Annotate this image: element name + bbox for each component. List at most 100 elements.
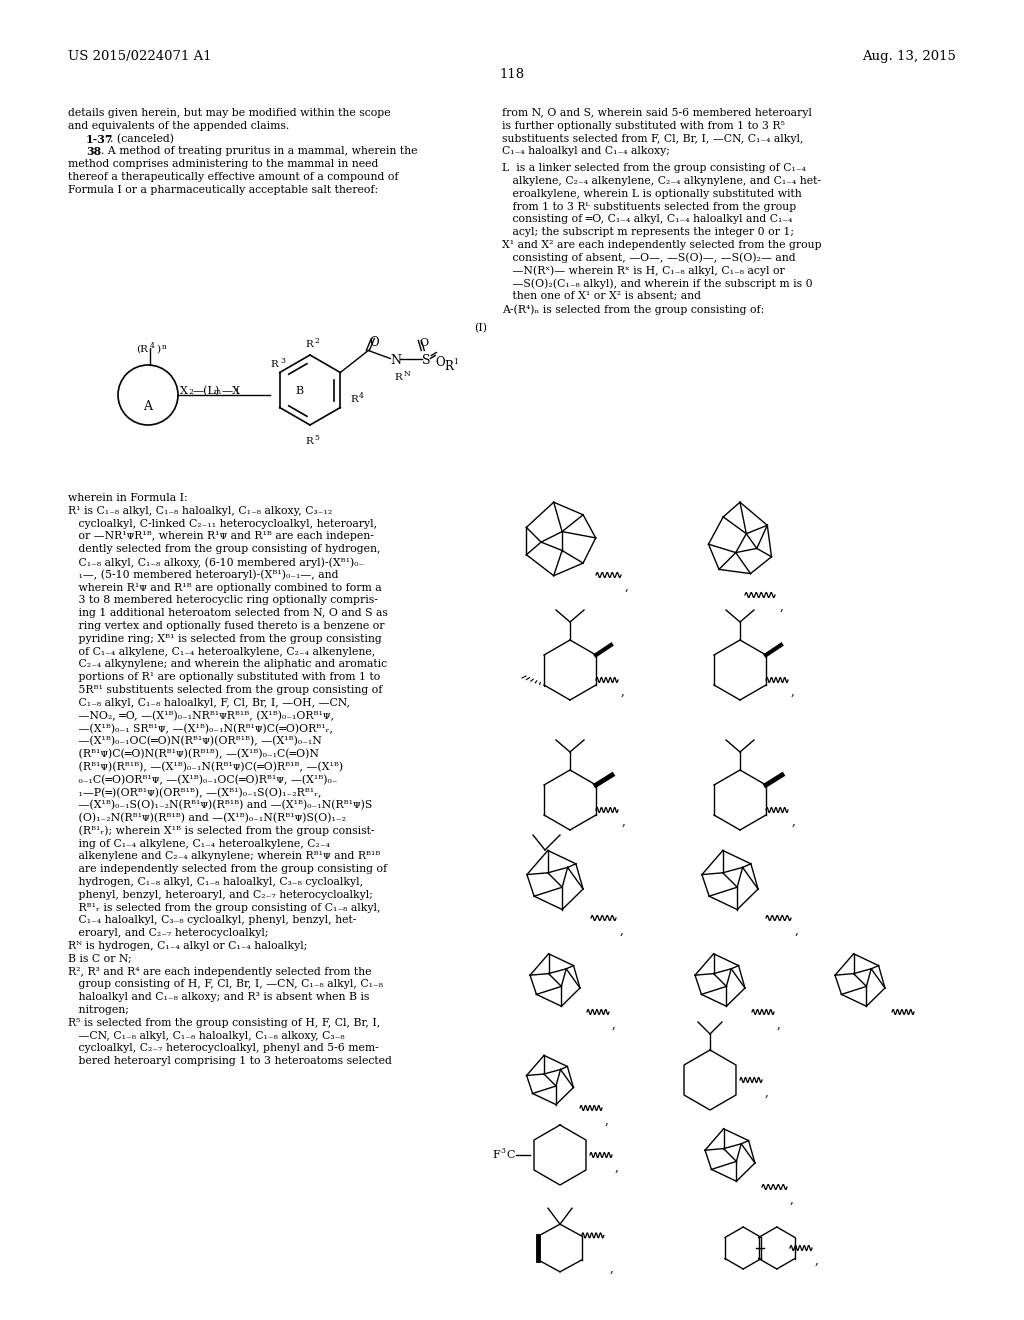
Text: R: R (394, 372, 402, 381)
Text: . A method of treating pruritus in a mammal, wherein the: . A method of treating pruritus in a mam… (101, 147, 418, 156)
Text: ₀₋₁C(═O)ORᴮ¹ᴪ, —(X¹ᴮ)₀₋₁OC(═O)Rᴮ¹ᴪ, —(X¹ᴮ)₀₋: ₀₋₁C(═O)ORᴮ¹ᴪ, —(X¹ᴮ)₀₋₁OC(═O)Rᴮ¹ᴪ, —(X¹… (68, 775, 338, 785)
Text: S: S (422, 354, 431, 367)
Text: ring vertex and optionally fused thereto is a benzene or: ring vertex and optionally fused thereto… (68, 620, 384, 631)
Text: R: R (305, 437, 312, 446)
Text: cycloalkyl, C₂₋₇ heterocycloalkyl, phenyl and 5-6 mem-: cycloalkyl, C₂₋₇ heterocycloalkyl, pheny… (68, 1043, 379, 1053)
Text: substituents selected from F, Cl, Br, I, —CN, C₁₋₄ alkyl,: substituents selected from F, Cl, Br, I,… (502, 133, 804, 144)
Text: eroaryl, and C₂₋₇ heterocycloalkyl;: eroaryl, and C₂₋₇ heterocycloalkyl; (68, 928, 268, 939)
Text: ,: , (765, 1086, 769, 1100)
Text: C₂₋₄ alkynylene; and wherein the aliphatic and aromatic: C₂₋₄ alkynylene; and wherein the aliphat… (68, 660, 387, 669)
Text: ,: , (620, 924, 624, 937)
Text: N: N (390, 354, 401, 367)
Text: ,: , (791, 685, 795, 698)
Text: ,: , (612, 1018, 615, 1031)
Text: —S(O)₂(C₁₋₈ alkyl), and wherein if the subscript m is 0: —S(O)₂(C₁₋₈ alkyl), and wherein if the s… (502, 279, 813, 289)
Text: ₁—P(═)(ORᴮ¹ᴪ)(ORᴮ¹ᴮ), —(Xᴮ¹)₀₋₁S(O)₁₋₂Rᴮ¹ᵣ,: ₁—P(═)(ORᴮ¹ᴪ)(ORᴮ¹ᴮ), —(Xᴮ¹)₀₋₁S(O)₁₋₂Rᴮ… (68, 788, 322, 797)
Text: ₁—, (5-10 membered heteroaryl)-(Xᴮ¹)₀₋₁—, and: ₁—, (5-10 membered heteroaryl)-(Xᴮ¹)₀₋₁—… (68, 570, 339, 581)
Text: —(X¹ᴮ)₀₋₁OC(═O)N(Rᴮ¹ᴪ)(ORᴮ¹ᴮ), —(X¹ᴮ)₀₋₁N: —(X¹ᴮ)₀₋₁OC(═O)N(Rᴮ¹ᴪ)(ORᴮ¹ᴮ), —(X¹ᴮ)₀₋₁… (68, 737, 322, 747)
Text: ing 1 additional heteroatom selected from N, O and S as: ing 1 additional heteroatom selected fro… (68, 609, 388, 618)
Text: O: O (419, 338, 428, 348)
Text: C₁₋₄ haloalkyl, C₃₋₈ cycloalkyl, phenyl, benzyl, het-: C₁₋₄ haloalkyl, C₃₋₈ cycloalkyl, phenyl,… (68, 915, 356, 925)
Text: (Rᴮ¹ᵣ); wherein X¹ᴮ is selected from the group consist-: (Rᴮ¹ᵣ); wherein X¹ᴮ is selected from the… (68, 826, 375, 837)
Text: X¹ and X² are each independently selected from the group: X¹ and X² are each independently selecte… (502, 240, 821, 249)
Text: cycloalkyl, C-linked C₂₋₁₁ heterocycloalkyl, heteroaryl,: cycloalkyl, C-linked C₂₋₁₁ heterocycloal… (68, 519, 377, 528)
Text: wherein in Formula I:: wherein in Formula I: (68, 492, 187, 503)
Text: acyl; the subscript m represents the integer 0 or 1;: acyl; the subscript m represents the int… (502, 227, 794, 238)
Text: C₁₋₈ alkyl, C₁₋₈ alkoxy, (6-10 membered aryl)-(Xᴮ¹)₀₋: C₁₋₈ alkyl, C₁₋₈ alkoxy, (6-10 membered … (68, 557, 365, 568)
Text: m: m (214, 388, 221, 396)
Text: Aug. 13, 2015: Aug. 13, 2015 (862, 50, 956, 63)
Text: ,: , (792, 814, 796, 828)
Text: group consisting of H, F, Cl, Br, I, —CN, C₁₋₈ alkyl, C₁₋₈: group consisting of H, F, Cl, Br, I, —CN… (68, 979, 383, 990)
Text: dently selected from the group consisting of hydrogen,: dently selected from the group consistin… (68, 544, 381, 554)
Text: ,: , (815, 1254, 819, 1267)
Text: ing of C₁₋₄ alkylene, C₁₋₄ heteroalkylene, C₂₋₄: ing of C₁₋₄ alkylene, C₁₋₄ heteroalkylen… (68, 838, 330, 849)
Text: 2: 2 (188, 388, 193, 396)
Text: (I): (I) (474, 323, 487, 334)
Text: 3: 3 (280, 356, 285, 366)
Text: 2: 2 (314, 337, 318, 345)
Text: 5: 5 (314, 434, 318, 442)
Text: 5Rᴮ¹ substituents selected from the group consisting of: 5Rᴮ¹ substituents selected from the grou… (68, 685, 382, 696)
Text: C₁₋₈ alkyl, C₁₋₈ haloalkyl, F, Cl, Br, I, —OH, —CN,: C₁₋₈ alkyl, C₁₋₈ haloalkyl, F, Cl, Br, I… (68, 698, 350, 708)
Text: nitrogen;: nitrogen; (68, 1005, 129, 1015)
Text: X: X (180, 385, 187, 396)
Text: A: A (143, 400, 153, 413)
Text: 1: 1 (234, 388, 239, 396)
Text: C₁₋₄ haloalkyl and C₁₋₄ alkoxy;: C₁₋₄ haloalkyl and C₁₋₄ alkoxy; (502, 147, 670, 156)
Text: R: R (270, 360, 278, 370)
Text: (Rᴮ¹ᴪ)(Rᴮ¹ᴮ), —(X¹ᴮ)₀₋₁N(Rᴮ¹ᴪ)C(═O)Rᴮ¹ᴮ, —(X¹ᴮ): (Rᴮ¹ᴪ)(Rᴮ¹ᴮ), —(X¹ᴮ)₀₋₁N(Rᴮ¹ᴪ)C(═O)Rᴮ¹ᴮ,… (68, 762, 343, 772)
Text: ,: , (622, 814, 626, 828)
Text: Rᴺ is hydrogen, C₁₋₄ alkyl or C₁₋₄ haloalkyl;: Rᴺ is hydrogen, C₁₋₄ alkyl or C₁₋₄ haloa… (68, 941, 307, 950)
Text: pyridine ring; Xᴮ¹ is selected from the group consisting: pyridine ring; Xᴮ¹ is selected from the … (68, 634, 382, 644)
Text: is further optionally substituted with from 1 to 3 R⁵: is further optionally substituted with f… (502, 121, 784, 131)
Text: US 2015/0224071 A1: US 2015/0224071 A1 (68, 50, 212, 63)
Text: (R: (R (136, 345, 147, 354)
Text: wherein R¹ᴪ and R¹ᴮ are optionally combined to form a: wherein R¹ᴪ and R¹ᴮ are optionally combi… (68, 582, 382, 593)
Text: method comprises administering to the mammal in need: method comprises administering to the ma… (68, 160, 379, 169)
Text: ,: , (777, 1018, 781, 1031)
Text: (Rᴮ¹ᴪ)C(═O)N(Rᴮ¹ᴪ)(Rᴮ¹ᴮ), —(X¹ᴮ)₀₋₁C(═O)N: (Rᴮ¹ᴪ)C(═O)N(Rᴮ¹ᴪ)(Rᴮ¹ᴮ), —(X¹ᴮ)₀₋₁C(═O)… (68, 748, 318, 759)
Text: 1: 1 (454, 359, 458, 367)
Text: ): ) (156, 345, 160, 354)
Text: ,: , (795, 924, 799, 937)
Text: C: C (506, 1150, 514, 1160)
Text: —(X¹ᴮ)₀₋₁S(O)₁₋₂N(Rᴮ¹ᴪ)(Rᴮ¹ᴮ) and —(X¹ᴮ)₀₋₁N(Rᴮ¹ᴪ)S: —(X¹ᴮ)₀₋₁S(O)₁₋₂N(Rᴮ¹ᴪ)(Rᴮ¹ᴮ) and —(X¹ᴮ)… (68, 800, 373, 810)
Text: phenyl, benzyl, heteroaryl, and C₂₋₇ heterocycloalkyl;: phenyl, benzyl, heteroaryl, and C₂₋₇ het… (68, 890, 373, 900)
Text: consisting of absent, —O—, —S(O)—, —S(O)₂— and: consisting of absent, —O—, —S(O)—, —S(O)… (502, 253, 796, 264)
Text: Formula I or a pharmaceutically acceptable salt thereof:: Formula I or a pharmaceutically acceptab… (68, 185, 378, 195)
Text: 4: 4 (359, 392, 364, 400)
Text: N: N (403, 371, 410, 379)
Text: —NO₂, ═O, —(X¹ᴮ)₀₋₁NRᴮ¹ᴪRᴮ¹ᴮ, (X¹ᴮ)₀₋₁ORᴮ¹ᴪ,: —NO₂, ═O, —(X¹ᴮ)₀₋₁NRᴮ¹ᴪRᴮ¹ᴮ, (X¹ᴮ)₀₋₁OR… (68, 710, 334, 721)
Text: then one of X¹ or X² is absent; and: then one of X¹ or X² is absent; and (502, 292, 701, 301)
Text: and equivalents of the appended claims.: and equivalents of the appended claims. (68, 121, 289, 131)
Text: R⁵ is selected from the group consisting of H, F, Cl, Br, I,: R⁵ is selected from the group consisting… (68, 1018, 380, 1028)
Text: —N(Rˣ)— wherein Rˣ is H, C₁₋₈ alkyl, C₁₋₈ acyl or: —N(Rˣ)— wherein Rˣ is H, C₁₋₈ alkyl, C₁₋… (502, 265, 784, 276)
Text: 3 to 8 membered heterocyclic ring optionally compris-: 3 to 8 membered heterocyclic ring option… (68, 595, 378, 606)
Text: ,: , (605, 1114, 609, 1127)
Text: are independently selected from the group consisting of: are independently selected from the grou… (68, 865, 387, 874)
Text: 3: 3 (500, 1147, 505, 1155)
Text: 4: 4 (150, 342, 155, 350)
Text: O: O (435, 355, 445, 368)
Text: alkylene, C₂₋₄ alkenylene, C₂₋₄ alkynylene, and C₁₋₄ het-: alkylene, C₂₋₄ alkenylene, C₂₋₄ alkynyle… (502, 176, 821, 186)
Text: R: R (444, 360, 454, 374)
Text: 1-37: 1-37 (86, 133, 114, 145)
Text: consisting of ═O, C₁₋₄ alkyl, C₁₋₄ haloalkyl and C₁₋₄: consisting of ═O, C₁₋₄ alkyl, C₁₋₄ haloa… (502, 214, 793, 224)
Text: details given herein, but may be modified within the scope: details given herein, but may be modifie… (68, 108, 390, 117)
Text: ,: , (621, 685, 625, 698)
Text: R², R³ and R⁴ are each independently selected from the: R², R³ and R⁴ are each independently sel… (68, 966, 372, 977)
Text: alkenylene and C₂₋₄ alkynylene; wherein Rᴮ¹ᴪ and Rᴮ¹ᴮ: alkenylene and C₂₋₄ alkynylene; wherein … (68, 851, 380, 862)
Text: eroalkylene, wherein L is optionally substituted with: eroalkylene, wherein L is optionally sub… (502, 189, 802, 199)
Text: —X: —X (222, 385, 241, 396)
Text: bered heteroaryl comprising 1 to 3 heteroatoms selected: bered heteroaryl comprising 1 to 3 heter… (68, 1056, 392, 1067)
Text: ,: , (780, 601, 784, 612)
Text: (O)₁₋₂N(Rᴮ¹ᴪ)(Rᴮ¹ᴮ) and —(X¹ᴮ)₀₋₁N(Rᴮ¹ᴪ)S(O)₁₋₂: (O)₁₋₂N(Rᴮ¹ᴪ)(Rᴮ¹ᴮ) and —(X¹ᴮ)₀₋₁N(Rᴮ¹ᴪ)… (68, 813, 346, 824)
Text: from 1 to 3 Rᴸ substituents selected from the group: from 1 to 3 Rᴸ substituents selected fro… (502, 202, 797, 211)
Text: portions of R¹ are optionally substituted with from 1 to: portions of R¹ are optionally substitute… (68, 672, 380, 682)
Text: 38: 38 (86, 147, 101, 157)
Text: O: O (370, 335, 379, 348)
Text: R¹ is C₁₋₈ alkyl, C₁₋₈ haloalkyl, C₁₋₈ alkoxy, C₃₋₁₂: R¹ is C₁₋₈ alkyl, C₁₋₈ haloalkyl, C₁₋₈ a… (68, 506, 332, 516)
Text: B is C or N;: B is C or N; (68, 954, 132, 964)
Text: . (canceled): . (canceled) (110, 133, 174, 144)
